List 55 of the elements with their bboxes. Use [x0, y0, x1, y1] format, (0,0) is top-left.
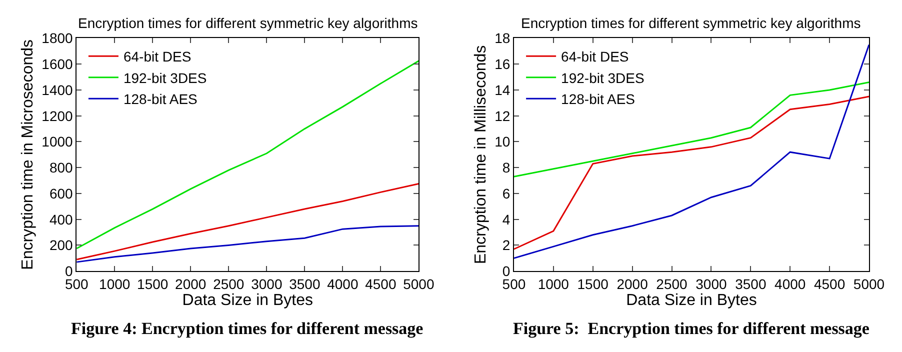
- legend-label: 64-bit DES: [123, 48, 192, 65]
- x-tick-label: 3500: [289, 276, 320, 292]
- y-tick-label: 10: [494, 134, 510, 150]
- y-tick-label: 1400: [42, 82, 74, 98]
- y-tick-label: 200: [49, 237, 74, 254]
- x-tick-label: 3000: [251, 276, 282, 292]
- line-series: [76, 183, 419, 260]
- x-tick-label: 2000: [616, 276, 648, 292]
- x-tick-label: 4000: [327, 276, 358, 292]
- y-tick-label: 12: [494, 108, 510, 124]
- y-tick-label: 8: [502, 160, 510, 176]
- y-tick-label: 18: [494, 30, 510, 46]
- caption: Figure 4: Encryption times for different message: [71, 319, 424, 338]
- y-tick-label: 800: [49, 160, 74, 176]
- y-tick-label: 16: [494, 56, 510, 72]
- y-tick-label: 1600: [42, 56, 74, 72]
- x-tick-label: 1000: [99, 276, 130, 292]
- chart-title: Encryption times for different symmetric key algorithms: [78, 15, 418, 31]
- y-axis-title: Encryption time in Milliseconds: [472, 45, 490, 264]
- y-tick-label: 1000: [42, 134, 74, 150]
- legend-label: 192-bit 3DES: [123, 70, 207, 86]
- x-tick-label: 4500: [814, 276, 846, 292]
- y-tick-label: 14: [494, 82, 510, 98]
- x-axis-title: Data Size in Bytes: [182, 292, 314, 309]
- y-tick-label: 1200: [42, 108, 74, 124]
- x-tick-label: 3000: [696, 276, 727, 292]
- x-tick-label: 5000: [403, 276, 434, 292]
- legend-label: 128-bit AES: [123, 91, 198, 108]
- line-series: [514, 44, 870, 259]
- x-tick-label: 2500: [213, 276, 244, 292]
- x-tick-label: 5000: [853, 276, 885, 292]
- y-tick-label: 2: [502, 237, 510, 254]
- line-series: [76, 60, 419, 250]
- x-tick-label: 2500: [656, 276, 688, 292]
- y-axis-title: Encryption time in Microseconds: [20, 40, 37, 270]
- x-tick-label: 4500: [365, 276, 396, 292]
- y-tick-label: 4: [502, 211, 510, 228]
- x-tick-label: 4000: [774, 276, 806, 292]
- legend-label: 64-bit DES: [561, 48, 629, 65]
- legend-label: 192-bit 3DES: [561, 70, 644, 86]
- chart-title: Encryption times for different symmetric key algorithms: [521, 15, 861, 31]
- line-series: [514, 96, 870, 250]
- line-series: [76, 225, 419, 263]
- y-tick-label: 6: [502, 185, 510, 202]
- y-tick-label: 1800: [42, 30, 74, 46]
- y-tick-label: 600: [49, 185, 74, 202]
- x-tick-label: 1500: [577, 276, 609, 292]
- x-tick-label: 2000: [175, 276, 206, 292]
- x-tick-label: 1500: [137, 276, 168, 292]
- x-tick-label: 1000: [538, 276, 570, 292]
- legend-label: 128-bit AES: [561, 91, 635, 108]
- x-axis-title: Data Size in Bytes: [626, 292, 757, 309]
- y-tick-label: 400: [49, 211, 74, 228]
- x-tick-label: 3500: [735, 276, 766, 292]
- caption: Figure 5: Encryption times for different message: [513, 319, 870, 338]
